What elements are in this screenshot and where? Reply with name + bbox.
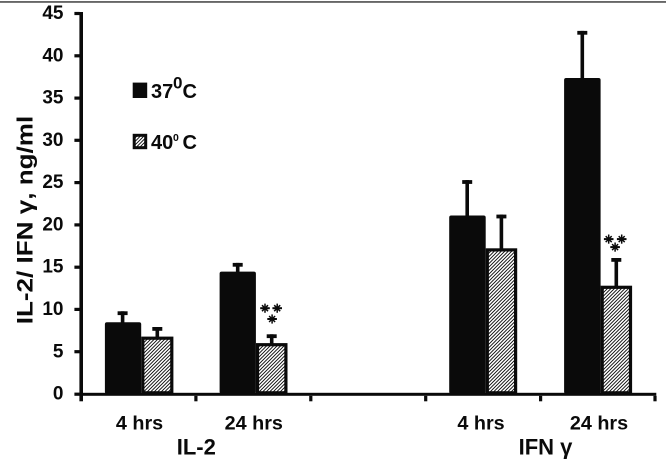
svg-text:IL-2/ IFN γ, ng/ml: IL-2/ IFN γ, ng/ml bbox=[13, 116, 38, 325]
svg-text:25: 25 bbox=[42, 172, 64, 193]
svg-text:0: 0 bbox=[173, 132, 179, 144]
svg-text:5: 5 bbox=[53, 341, 64, 362]
svg-text:24 hrs: 24 hrs bbox=[570, 412, 628, 434]
svg-text:15: 15 bbox=[42, 257, 64, 278]
svg-text:45: 45 bbox=[42, 3, 64, 24]
svg-text:20: 20 bbox=[42, 215, 63, 236]
svg-text:0: 0 bbox=[173, 73, 182, 92]
svg-text:IL-2: IL-2 bbox=[177, 435, 216, 460]
svg-text:35: 35 bbox=[42, 88, 64, 109]
svg-text:C: C bbox=[183, 81, 197, 103]
svg-text:4 hrs: 4 hrs bbox=[457, 412, 504, 434]
svg-text:24 hrs: 24 hrs bbox=[225, 412, 283, 434]
svg-text:30: 30 bbox=[42, 130, 63, 151]
svg-text:37: 37 bbox=[151, 81, 173, 103]
svg-text:C: C bbox=[183, 132, 197, 154]
svg-text:4 hrs: 4 hrs bbox=[116, 412, 163, 434]
svg-text:40: 40 bbox=[151, 132, 173, 154]
svg-text:0: 0 bbox=[53, 384, 64, 405]
svg-text:10: 10 bbox=[42, 299, 63, 320]
svg-text:IFN γ: IFN γ bbox=[519, 435, 574, 460]
svg-text:40: 40 bbox=[42, 45, 63, 66]
